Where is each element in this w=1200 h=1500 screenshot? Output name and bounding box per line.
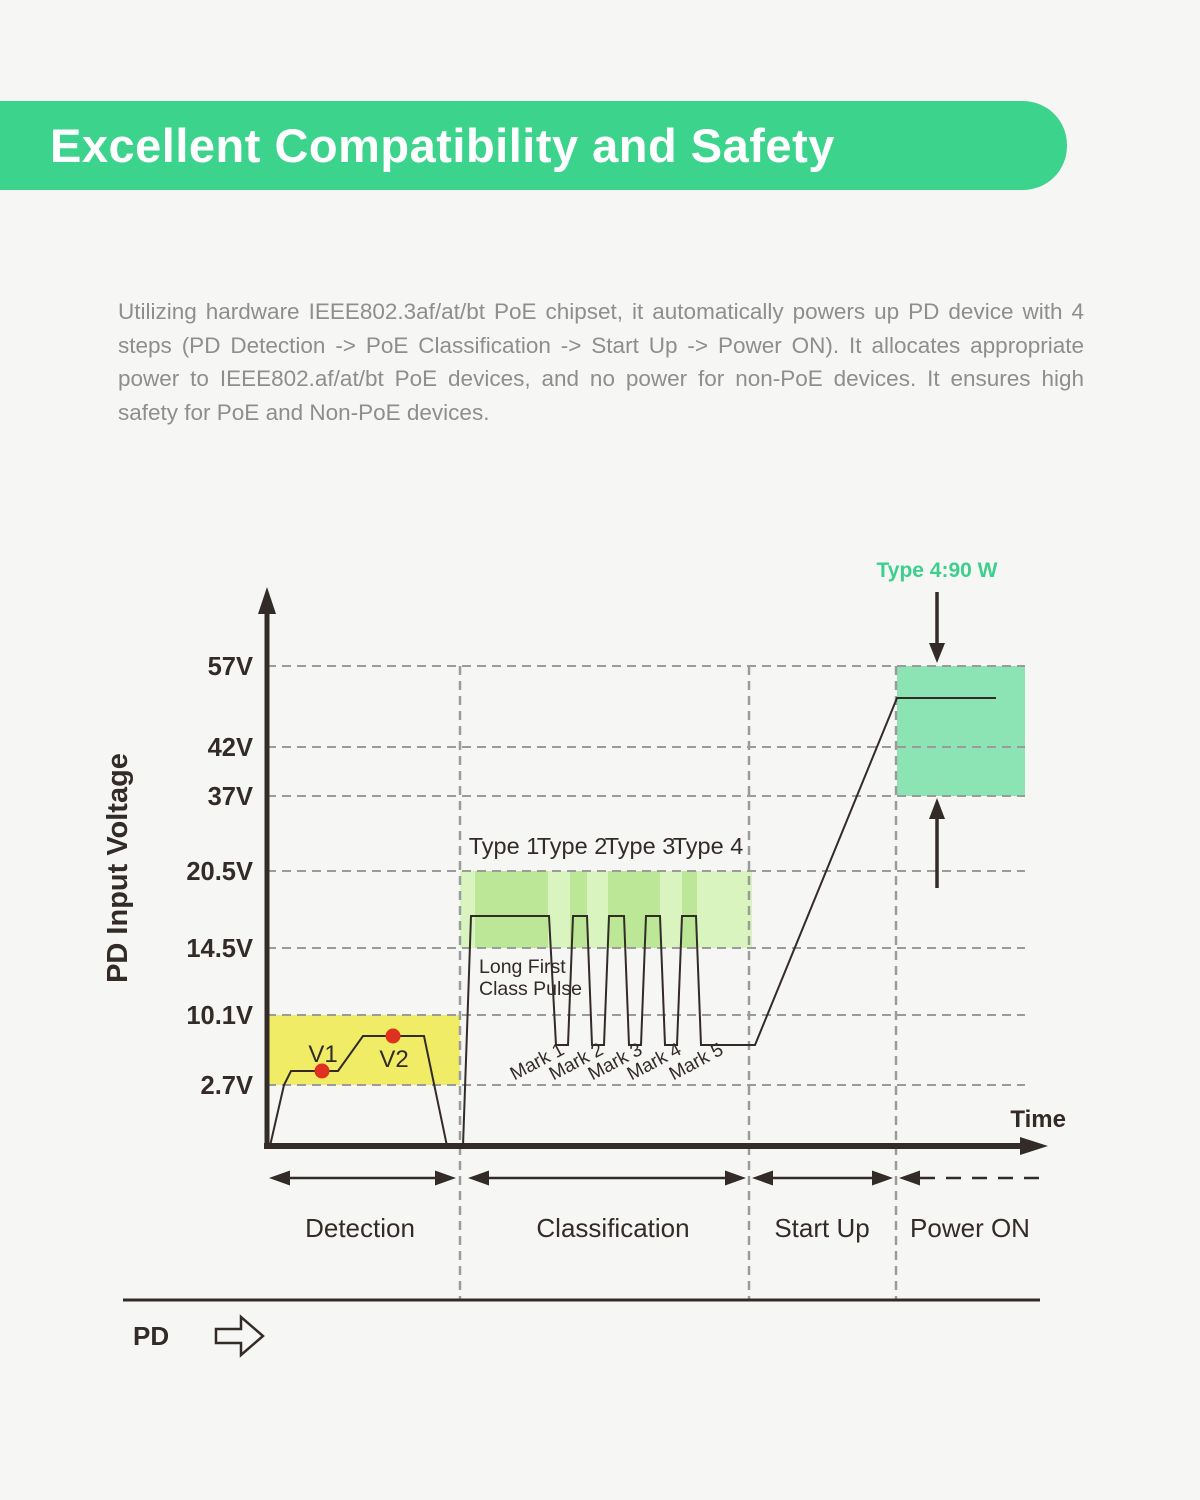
type-label: Type 1: [469, 833, 540, 859]
v1-label: V1: [308, 1041, 337, 1068]
startup-span-arrow: [752, 1170, 893, 1186]
up-arrow-head: [929, 798, 945, 819]
detection-span-arrow: [269, 1170, 456, 1186]
down-arrow-head: [929, 643, 945, 663]
y-tick-labels: 57V 42V 37V 20.5V 14.5V 10.1V 2.7V: [186, 653, 253, 1100]
long-pulse-label-line1: Long First: [479, 956, 566, 978]
x-axis: [264, 1137, 1048, 1155]
stage-label-poweron: Power ON: [910, 1213, 1030, 1243]
detection-region: [268, 1015, 460, 1085]
power-annotation-down-arrow: [929, 592, 945, 663]
mark-labels: Mark 1 Mark 2 Mark 3 Mark 4 Mark 5: [507, 1039, 727, 1085]
classification-startup-waveform: [462, 697, 996, 1147]
arrow-head-left: [269, 1170, 290, 1186]
stage-labels: Detection Classification Start Up Power …: [305, 1213, 1030, 1243]
type-label: Type 3: [605, 833, 676, 859]
y-axis-arrowhead: [258, 587, 276, 614]
y-tick: 2.7V: [201, 1072, 253, 1100]
type-labels: Type 1 Type 2 Type 3 Type 4: [469, 833, 744, 859]
y-tick: 57V: [208, 653, 253, 681]
stage-label-startup: Start Up: [774, 1213, 869, 1243]
intro-paragraph: Utilizing hardware IEEE802.3af/at/bt PoE…: [118, 299, 1084, 425]
stage-separators: [458, 666, 898, 1300]
v2-label: V2: [379, 1046, 408, 1073]
arrow-head-left: [899, 1170, 920, 1186]
y-axis-title: PD Input Voltage: [102, 753, 134, 983]
type-label: Type 4: [673, 833, 744, 859]
long-pulse-label-line2: Class Pulse: [479, 978, 582, 1000]
pd-direction-arrow-icon: [214, 1314, 265, 1358]
band-strip: [682, 871, 697, 948]
type-label: Type 2: [537, 833, 608, 859]
stage-label-detection: Detection: [305, 1213, 415, 1243]
arrow-head-left: [752, 1170, 773, 1186]
band-strip: [475, 871, 548, 948]
stage-label-classification: Classification: [536, 1213, 689, 1243]
y-tick: 42V: [208, 734, 253, 762]
arrow-head-left: [468, 1170, 489, 1186]
voltage-gridlines: [267, 665, 1025, 1086]
pd-label: PD: [133, 1321, 169, 1351]
band-strip: [570, 871, 587, 948]
classification-span-arrow: [468, 1170, 746, 1186]
y-tick: 10.1V: [186, 1002, 253, 1030]
header-banner: Excellent Compatibility and Safety: [0, 101, 1067, 190]
power-on-region: [897, 666, 1025, 796]
power-annotation-label: Type 4:90 W: [877, 559, 998, 582]
arrow-head-right: [435, 1170, 456, 1186]
y-axis: [258, 587, 276, 1149]
arrow-head-right: [725, 1170, 746, 1186]
x-axis-title: Time: [1010, 1106, 1066, 1133]
v2-marker-dot: [385, 1028, 401, 1044]
y-tick: 20.5V: [186, 858, 253, 886]
detection-waveform: [269, 1035, 448, 1147]
stage-span-arrows: [269, 1170, 1047, 1186]
y-tick: 37V: [208, 783, 253, 811]
page-title: Excellent Compatibility and Safety: [50, 119, 835, 172]
y-tick: 14.5V: [186, 935, 253, 963]
arrow-head-right: [872, 1170, 893, 1186]
power-annotation-up-arrow: [929, 798, 945, 888]
classification-band-dark-strips: [475, 871, 697, 948]
band-strip: [608, 871, 660, 948]
x-axis-arrowhead: [1020, 1137, 1048, 1155]
poweron-span-arrow: [899, 1170, 1047, 1186]
v1-marker-dot: [314, 1063, 330, 1079]
